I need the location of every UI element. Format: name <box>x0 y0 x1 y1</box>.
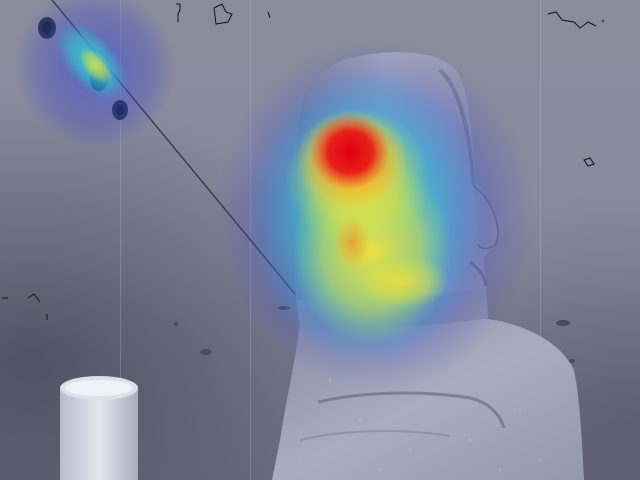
moai-arm-carving <box>317 391 506 429</box>
edge-artifacts <box>2 3 605 320</box>
white-pillar <box>60 376 138 480</box>
attention-heatmap-overlay <box>14 0 535 390</box>
heatmap-peak <box>310 114 390 190</box>
